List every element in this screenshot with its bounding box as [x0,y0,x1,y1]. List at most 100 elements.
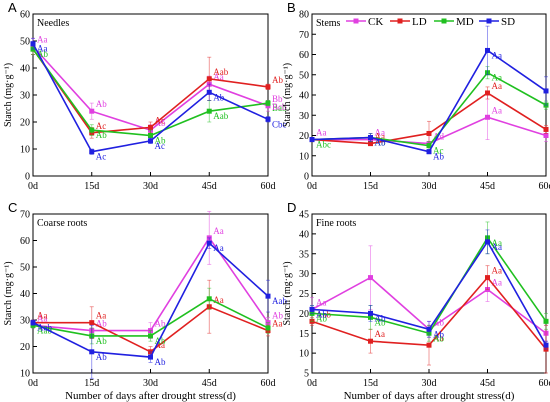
data-point [265,116,271,122]
y-tick-label: 45 [299,210,309,221]
data-point [206,89,212,95]
panel-b: 0 10 20 30 40 50 60 70 80 0d 15d 30d 45d 60d Starch (m… [282,0,550,192]
significance-label: Aab [213,111,228,121]
significance-label: Aa [375,329,386,339]
data-point [426,130,432,136]
significance-label: Aa [37,34,48,44]
significance-label: Aa [492,238,503,248]
y-tick-label: 35 [299,249,309,260]
significance-label: Ab [96,352,107,362]
panel-letter: A [8,0,17,15]
legend-swatch-marker [353,18,359,24]
significance-label: Ac [155,141,166,151]
legend-label: CK [368,16,383,28]
data-point [485,90,490,96]
y-tick-label: 0 [25,172,30,183]
panel-title: Fine roots [316,218,356,229]
significance-label: Aa [316,128,327,138]
data-point [148,124,153,130]
significance-label: Ab [272,75,283,85]
data-point [485,114,490,120]
series-ld: Ac Ac Aab Ab [30,43,283,139]
y-tick-label: 15 [299,329,309,340]
y-tick-label: 10 [20,145,30,156]
y-tick-label: 5 [304,369,309,380]
significance-label: Bb [272,94,283,104]
data-point [30,320,36,326]
data-point [206,240,212,246]
data-point [89,149,95,155]
y-axis-label: Starch (mg·g⁻¹) [3,261,14,325]
legend-swatch-marker [397,18,403,24]
panel-title: Coarse roots [37,218,87,229]
x-tick-label: 45d [202,181,217,192]
x-tick-label: 30d [143,181,158,192]
data-point [426,326,432,332]
significance-label: Bab [272,103,287,113]
y-tick-label: 10 [299,349,309,360]
significance-label: Aa [375,128,386,138]
series-md: Ab Ab Ab Aab Bab [30,43,287,146]
significance-label: Ab [433,329,444,339]
significance-label: Aa [37,311,48,321]
significance-label: Ab [433,152,444,162]
x-tick-label: 60d [261,181,276,192]
significance-label: Ab [433,317,444,327]
significance-label: Ab [316,313,327,323]
data-point [89,349,95,355]
data-point [148,138,153,144]
y-tick-label: 10 [299,151,309,162]
significance-label: Aab [213,67,228,77]
significance-label: Ab [37,49,48,59]
significance-label: Ab [375,317,386,327]
significance-label: Aa [492,278,503,288]
significance-label: Ad [433,132,444,142]
x-axis-label: Number of days after drought stress(d) [344,390,515,402]
legend-swatch-marker [441,18,447,24]
significance-label: Aa [213,295,224,305]
data-point [426,342,432,348]
data-point [368,141,373,147]
data-point [368,135,373,141]
significance-label: Aa [213,226,224,236]
significance-label: Aa [492,73,503,83]
significance-label: Ab [433,333,444,343]
data-point [426,149,432,155]
significance-label: Aa [37,313,48,323]
data-point [148,354,153,360]
data-point [89,127,95,133]
significance-label: Ab [155,336,166,346]
significance-label: Ab [155,357,166,367]
data-point [265,293,271,299]
data-point [309,137,315,143]
x-tick-label: 0d [28,181,38,192]
x-tick-label: 0d [28,378,38,389]
x-tick-label: 60d [261,378,276,389]
y-tick-label: 40 [20,64,30,75]
significance-label: Ab [155,319,166,329]
significance-label: Ab [96,99,107,109]
data-point [485,275,490,281]
x-tick-label: 15d [84,378,99,389]
data-point [485,239,490,245]
significance-label: Ab [316,309,327,319]
significance-label: Ab [96,319,107,329]
y-tick-label: 30 [20,91,30,102]
y-tick-label: 50 [299,70,309,81]
x-axis-label: Number of days after drought stress(d) [65,390,236,402]
y-tick-label: 20 [20,342,30,353]
significance-label: Aa [492,81,503,91]
legend: CK LD MD SD [346,16,515,28]
significance-label: Ab [375,138,386,148]
y-tick-label: 60 [20,236,30,247]
panel-letter: D [287,200,296,215]
y-tick-label: 30 [299,269,309,280]
significance-label: Aa [492,242,503,252]
x-tick-label: 30d [143,378,158,389]
plot-frame [32,13,269,177]
significance-label: Aa [155,340,166,350]
series-line [311,236,547,335]
